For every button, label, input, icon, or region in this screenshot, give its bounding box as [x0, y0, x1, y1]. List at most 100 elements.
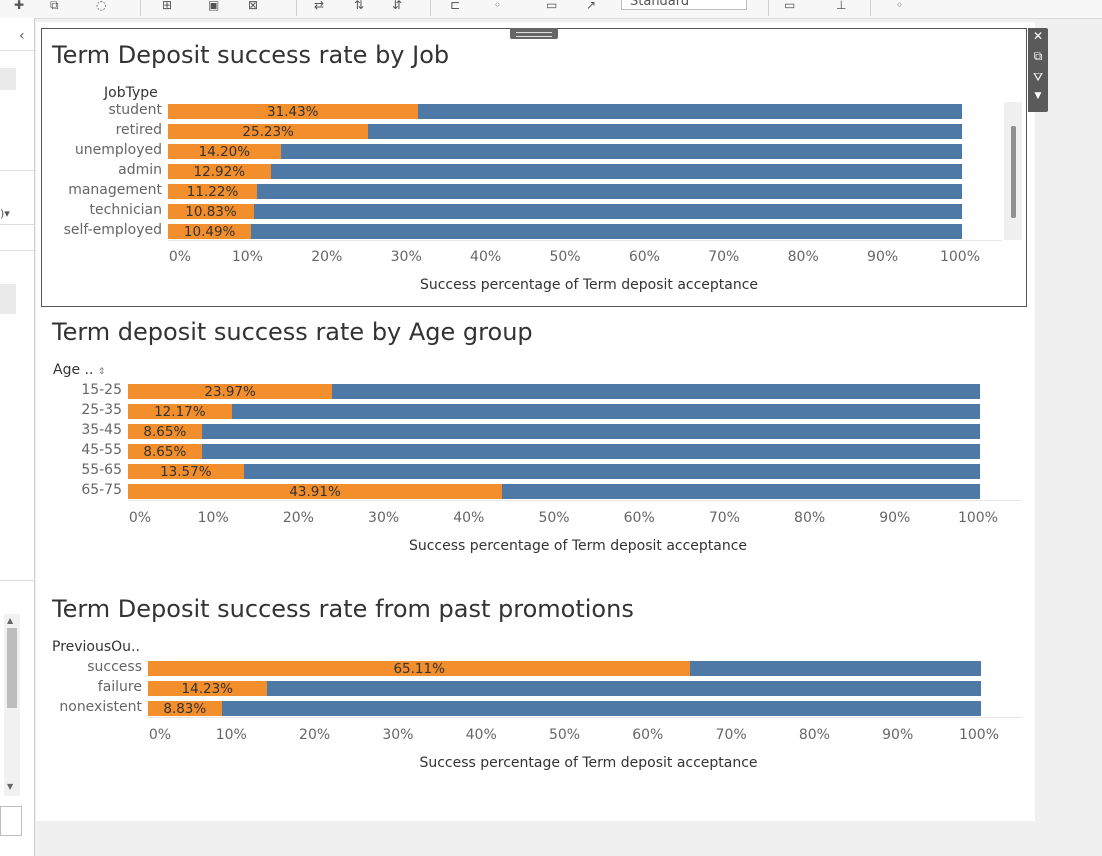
- swap-icon[interactable]: ⇄: [314, 0, 325, 12]
- bar-success[interactable]: [128, 464, 244, 479]
- bar-success[interactable]: [128, 444, 202, 459]
- bar-success[interactable]: [128, 424, 202, 439]
- bar-remainder[interactable]: [128, 424, 980, 439]
- share-icon[interactable]: ◦: [896, 0, 904, 12]
- axis-tick-label: 20%: [299, 727, 331, 743]
- format-icon[interactable]: ↗: [586, 0, 597, 12]
- bar-remainder[interactable]: [128, 404, 980, 419]
- axis-title: Success percentage of Term deposit accep…: [419, 277, 759, 293]
- axis-tick-label: 50%: [548, 727, 581, 743]
- axis-tick-label: 100%: [939, 249, 981, 265]
- pane-divider: [0, 250, 34, 251]
- sort-desc-icon[interactable]: ⇵: [392, 0, 403, 12]
- sort-icon[interactable]: ⇕: [97, 367, 106, 377]
- bar-value-label: 14.20%: [198, 144, 251, 160]
- pane-scrollbar[interactable]: ▲ ▼: [4, 614, 20, 796]
- duplicate-icon[interactable]: ⧉: [50, 0, 59, 12]
- go-to-sheet-icon[interactable]: ⧉: [1033, 49, 1043, 63]
- filter-icon[interactable]: ⛛: [1032, 70, 1044, 84]
- delete-sheet-icon[interactable]: ⊠: [248, 0, 259, 12]
- bar-remainder[interactable]: [168, 204, 962, 219]
- bar-success[interactable]: [148, 661, 691, 676]
- bar-success[interactable]: [168, 164, 271, 179]
- bar-success[interactable]: [168, 204, 254, 219]
- toolbar-separator: [296, 0, 297, 16]
- axis-tick-label: 60%: [628, 249, 660, 265]
- chart-scroll-thumb[interactable]: [1011, 126, 1016, 218]
- bar-success[interactable]: [148, 681, 267, 696]
- bar-success[interactable]: [168, 144, 281, 159]
- bar-remainder[interactable]: [128, 384, 980, 399]
- category-label: management: [68, 182, 162, 198]
- row-header-jobtype[interactable]: JobType: [104, 85, 158, 101]
- bar-success[interactable]: [168, 104, 418, 119]
- show-me-icon[interactable]: ⊥: [836, 0, 847, 12]
- bar-remainder[interactable]: [128, 444, 980, 459]
- bar-success[interactable]: [128, 484, 503, 499]
- scroll-up-icon[interactable]: ▲: [7, 616, 14, 625]
- clear-icon[interactable]: ◌: [96, 0, 107, 12]
- highlight-icon[interactable]: ⊏: [450, 0, 461, 12]
- pane-input[interactable]: [0, 806, 22, 836]
- bar-value-label: 31.43%: [267, 104, 319, 120]
- move-handle[interactable]: [510, 28, 558, 39]
- axis-tick-label: 20%: [311, 249, 343, 265]
- bar-success[interactable]: [168, 184, 258, 199]
- bar-remainder[interactable]: [148, 701, 981, 716]
- axis-tick-label: 60%: [632, 727, 664, 743]
- bar-remainder[interactable]: [168, 164, 962, 179]
- scroll-down-icon[interactable]: ▼: [7, 782, 14, 791]
- labels-icon[interactable]: ▭: [546, 0, 558, 12]
- bar-remainder[interactable]: [148, 681, 981, 696]
- axis-tick-label: 80%: [787, 249, 819, 265]
- axis-tick-label: 60%: [623, 510, 655, 526]
- category-label: nonexistent: [59, 699, 142, 715]
- bar-remainder[interactable]: [168, 184, 962, 199]
- pane-selected-item[interactable]: [0, 284, 16, 314]
- axis-line: [148, 717, 1022, 718]
- axis-tick-label: 70%: [715, 727, 747, 743]
- category-label: admin: [118, 162, 162, 178]
- axis-tick-label: 40%: [453, 510, 485, 526]
- new-sheet-icon[interactable]: ✚: [14, 0, 25, 12]
- category-label: 25-35: [81, 402, 122, 418]
- more-options-icon[interactable]: ▼: [1034, 91, 1042, 101]
- category-label: self-employed: [63, 222, 162, 238]
- bar-success[interactable]: [128, 404, 232, 419]
- pane-selected-item[interactable]: [0, 68, 16, 90]
- category-label: 55-65: [81, 462, 122, 478]
- category-label: technician: [89, 202, 162, 218]
- collapse-chevron-icon[interactable]: ‹: [19, 28, 25, 44]
- bar-success[interactable]: [128, 384, 333, 399]
- save-icon[interactable]: ▣: [208, 0, 220, 12]
- axis-line: [128, 500, 1022, 501]
- bar-remainder[interactable]: [128, 464, 980, 479]
- chart-scrollbar[interactable]: [1004, 102, 1022, 240]
- top-toolbar: ✚ ⧉ ◌ ⊞ ▣ ⊠ ⇄ ⇅ ⇵ ⊏ ◦ ▭ ↗ Standard ▭ ⊥ ◦: [0, 0, 1102, 19]
- axis-tick-label: 90%: [867, 249, 899, 265]
- add-data-icon[interactable]: ⊞: [162, 0, 173, 12]
- axis-tick-label: 70%: [708, 249, 740, 265]
- pane-scroll-thumb[interactable]: [7, 628, 17, 708]
- group-icon[interactable]: ◦: [494, 0, 502, 12]
- bar-success[interactable]: [148, 701, 222, 716]
- sort-asc-icon[interactable]: ⇅: [354, 0, 365, 12]
- axis-tick-label: 50%: [549, 249, 581, 265]
- category-label: unemployed: [74, 142, 162, 158]
- pane-divider: [0, 170, 34, 171]
- bar-value-label: 10.49%: [183, 224, 236, 240]
- bar-remainder[interactable]: [168, 144, 962, 159]
- bar-success[interactable]: [168, 224, 252, 239]
- dropdown-chevron-icon[interactable]: )▾: [0, 207, 10, 220]
- bar-remainder[interactable]: [168, 224, 962, 239]
- bar-success[interactable]: [168, 124, 369, 139]
- bar-value-label: 25.23%: [242, 124, 294, 140]
- axis-tick-label: 40%: [465, 727, 497, 743]
- row-header-previous[interactable]: PreviousOu..: [52, 639, 140, 655]
- view-size-select[interactable]: Standard: [621, 0, 747, 10]
- sheet-floating-toolbar: ✕ ⧉ ⛛ ▼: [1028, 28, 1048, 112]
- close-icon[interactable]: ✕: [1032, 29, 1044, 43]
- axis-tick-label: 0%: [148, 727, 172, 743]
- row-header-age[interactable]: Age .. ⇕: [53, 362, 105, 378]
- presentation-icon[interactable]: ▭: [784, 0, 796, 12]
